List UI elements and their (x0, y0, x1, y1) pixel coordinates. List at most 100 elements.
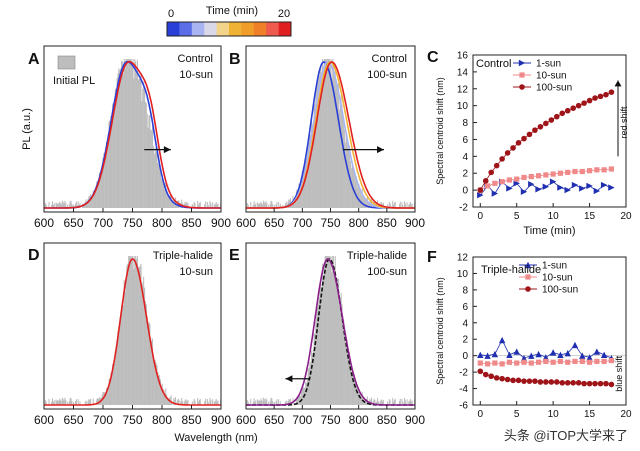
data-point (506, 359, 513, 365)
pl-bar (331, 79, 333, 208)
pl-bar (95, 188, 97, 208)
x-tick-label: 900 (211, 216, 231, 230)
pl-bar (107, 133, 109, 208)
colorbar-swatch (204, 22, 217, 36)
pl-bar (408, 401, 410, 405)
pl-bar (136, 59, 139, 208)
pl-bar (94, 190, 96, 208)
data-point (528, 352, 535, 359)
pl-bar (148, 115, 150, 208)
y-tick-label: 0 (462, 351, 468, 362)
pl-bar (205, 201, 207, 208)
data-point (510, 377, 516, 384)
pl-bar (63, 203, 65, 208)
pl-bar (123, 280, 125, 405)
pl-bar (293, 199, 295, 208)
pl-bar (174, 197, 177, 208)
pl-bar (360, 394, 362, 405)
pl-bar (342, 316, 344, 405)
pl-bar (89, 196, 91, 208)
pl-bar (151, 130, 153, 208)
data-point (557, 184, 564, 191)
pl-bar (341, 304, 343, 405)
data-point (506, 185, 513, 192)
data-point (608, 166, 615, 172)
pl-bar (198, 399, 200, 405)
data-point (549, 178, 557, 185)
pl-bar (262, 200, 264, 208)
pl-bar (255, 400, 257, 405)
x-tick-label: 900 (405, 216, 425, 230)
pl-bar (109, 378, 111, 405)
pl-bar (159, 375, 161, 405)
data-point (603, 380, 609, 387)
pl-bar (262, 204, 264, 208)
pl-bar (121, 61, 123, 208)
pl-bar (331, 272, 333, 405)
pl-bar (128, 59, 131, 208)
pl-bar (88, 399, 90, 405)
pl-bar (159, 165, 161, 208)
pl-bar (355, 383, 357, 405)
pl-bar (126, 59, 128, 208)
pl-bar (117, 330, 119, 405)
pl-bar (136, 256, 139, 405)
pl-bar (132, 256, 134, 405)
y-tick-label: 10 (457, 269, 469, 280)
pl-bar (394, 398, 396, 405)
pl-bar (205, 398, 207, 405)
pl-bar (59, 203, 62, 208)
pl-bar (83, 203, 85, 208)
pl-bar (348, 354, 350, 405)
pl-bar (130, 59, 132, 208)
pl-bar (92, 190, 94, 208)
pl-bar (313, 334, 315, 405)
pl-bar (139, 77, 141, 208)
pl-bar (365, 198, 367, 208)
pl-bar (276, 399, 278, 405)
pl-bar (67, 204, 69, 208)
pl-bar (374, 399, 376, 405)
colorbar-title: Time (min) (206, 5, 258, 17)
pl-bar (173, 397, 175, 405)
pl-bar (333, 74, 335, 208)
pl-bar (119, 70, 121, 208)
pl-bar (58, 203, 60, 208)
data-point (493, 375, 500, 381)
pl-bar (217, 400, 219, 405)
pl-bar (70, 201, 72, 208)
data-point (600, 181, 608, 189)
pl-bar (409, 201, 411, 208)
pl-bar (380, 399, 382, 405)
data-point (484, 183, 491, 189)
data-point (499, 375, 505, 382)
pl-bar (122, 305, 124, 405)
pl-bar (262, 401, 264, 405)
pl-bar (255, 203, 257, 208)
pl-bar (167, 195, 169, 208)
data-point (504, 150, 511, 156)
pl-bar (62, 398, 64, 405)
data-point (579, 358, 585, 365)
pl-bar (118, 325, 120, 405)
pl-bar (92, 398, 94, 405)
pl-bar (356, 385, 358, 405)
y-tick-label: 12 (457, 253, 469, 264)
data-point (521, 174, 527, 181)
y-tick-label: -6 (459, 401, 468, 412)
colorbar-swatch (167, 22, 180, 36)
pl-bar (263, 398, 265, 405)
pl-bar (299, 185, 301, 208)
pl-bar (56, 400, 58, 405)
data-point (504, 376, 511, 383)
y-axis-label: Spectral centroid shift (nm) (435, 77, 445, 185)
pl-bar (150, 129, 152, 208)
data-point (492, 360, 498, 366)
pl-bar (334, 63, 336, 208)
pl-bar (197, 204, 200, 208)
pl-bar (322, 59, 324, 208)
pl-bar (210, 400, 212, 405)
pl-bar (332, 59, 334, 208)
